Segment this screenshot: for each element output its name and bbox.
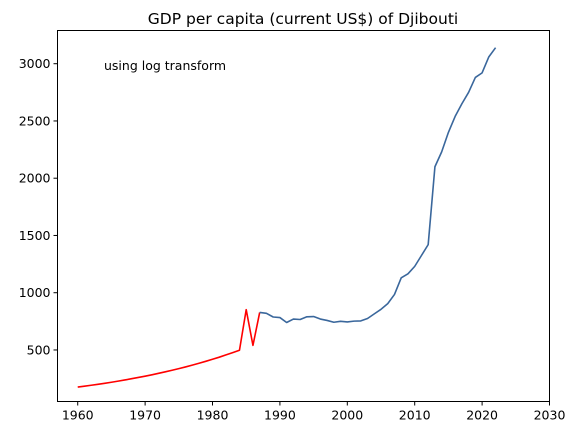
- x-tick-label: 2000: [331, 408, 363, 423]
- y-tick-label: 1000: [19, 285, 51, 300]
- series-group: [77, 47, 497, 388]
- y-tick-label: 3000: [19, 56, 51, 71]
- y-tick-label: 2000: [19, 171, 51, 186]
- chart-title: GDP per capita (current US$) of Djibouti: [148, 10, 458, 28]
- y-tick-label: 500: [27, 342, 51, 357]
- series-line-blue: [259, 47, 497, 324]
- x-tick-label: 1980: [197, 408, 229, 423]
- x-tick-label: 1960: [62, 408, 94, 423]
- x-tick-label: 1990: [264, 408, 296, 423]
- y-tick-label: 2500: [19, 113, 51, 128]
- x-tick-label: 2010: [399, 408, 431, 423]
- series-line-red: [77, 308, 261, 388]
- x-tick-label: 1970: [129, 408, 161, 423]
- plot-area: [57, 30, 550, 402]
- y-tick-label: 1500: [19, 228, 51, 243]
- x-tick-label: 2030: [534, 408, 566, 423]
- x-tick-label: 2020: [466, 408, 498, 423]
- x-axis: 1960 1970 1980 1990 2000 2010 2020 2030: [62, 401, 566, 423]
- y-axis: 500 1000 1500 2000 2500 3000: [19, 56, 58, 357]
- annotation-text: using log transform: [104, 58, 226, 73]
